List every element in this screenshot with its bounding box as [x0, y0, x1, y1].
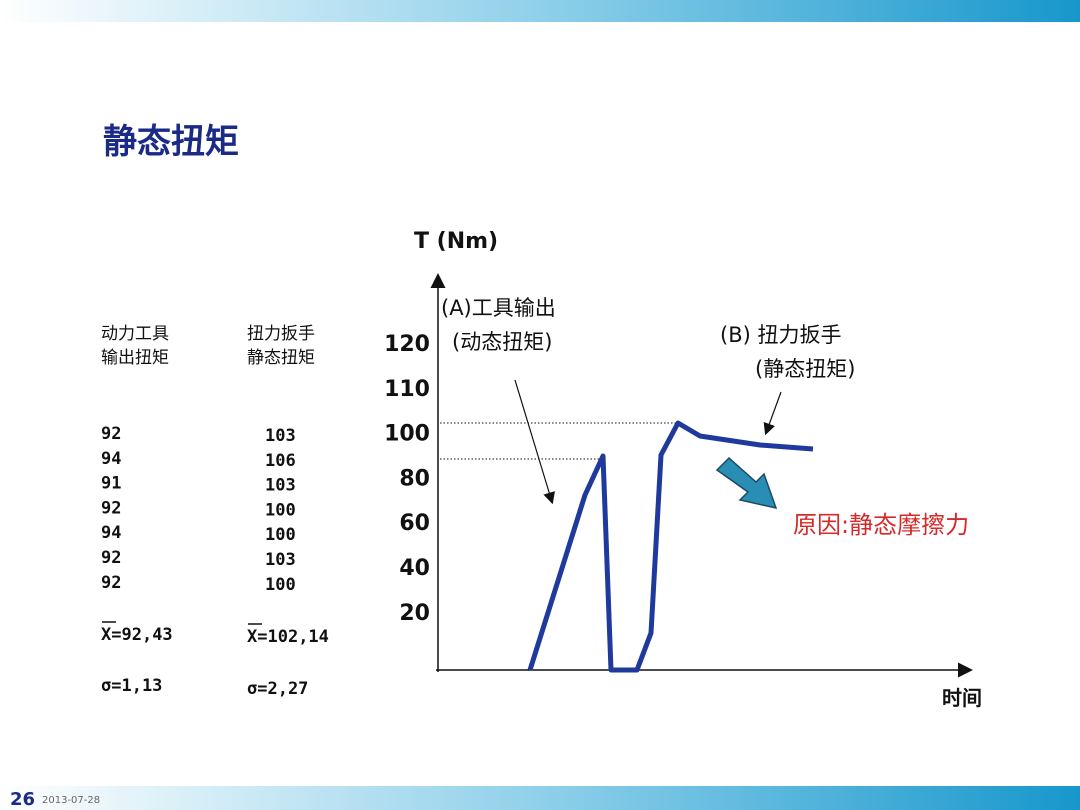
annotation: (A)工具输出 — [441, 296, 556, 320]
mean-value: =92,43 — [111, 625, 172, 645]
cell-value: 92 — [101, 424, 121, 444]
annotation: (B) 扭力扳手 — [720, 323, 841, 347]
bottom-band — [0, 786, 1080, 810]
top-band — [0, 0, 1080, 22]
mean-symbol: X — [247, 627, 258, 647]
annotation: (动态扭矩) — [452, 330, 552, 354]
y-axis-label: T (Nm) — [414, 229, 498, 254]
mean: X=92,43 — [101, 625, 173, 645]
column-header: 动力工具 — [101, 324, 169, 344]
cell-value: 100 — [265, 575, 296, 595]
column-header: 输出扭矩 — [101, 348, 169, 368]
cell-value: 100 — [265, 525, 296, 545]
cell-value: 94 — [101, 449, 121, 469]
y-tick-label: 40 — [399, 556, 430, 581]
pointer-arrow — [763, 391, 782, 436]
column-header: 静态扭矩 — [247, 348, 315, 368]
column-values: 92 94 91 92 94 92 92 — [101, 424, 121, 593]
cell-value: 103 — [265, 426, 296, 446]
mean-symbol: X — [101, 625, 112, 645]
cell-value: 106 — [265, 451, 296, 471]
slide-title: 静态扭矩 — [103, 122, 239, 162]
cell-value: 103 — [265, 476, 296, 496]
cause-text: 原因:静态摩擦力 — [793, 511, 969, 539]
sigma: σ=2,27 — [247, 679, 308, 699]
mean: X=102,14 — [247, 627, 329, 647]
annotation: (静态扭矩) — [755, 357, 855, 381]
y-tick-label: 80 — [399, 466, 430, 491]
torque-curve — [527, 420, 814, 673]
cell-value: 103 — [265, 550, 296, 570]
page-number: 26 — [10, 789, 35, 810]
mean-value: =102,14 — [257, 627, 329, 647]
x-axis-label: 时间 — [942, 686, 982, 710]
cell-value: 100 — [265, 500, 296, 520]
y-tick-label: 120 — [384, 332, 430, 357]
sigma: σ=1,13 — [101, 676, 162, 696]
y-tick-label: 20 — [399, 601, 430, 626]
cell-value: 94 — [101, 523, 121, 543]
y-tick-label: 110 — [384, 377, 430, 402]
y-tick-labels: 120 110 100 80 60 40 20 — [384, 332, 430, 626]
pointer-arrow — [514, 379, 555, 505]
y-tick-label: 60 — [399, 511, 430, 536]
cell-value: 92 — [101, 573, 121, 593]
column-header: 扭力扳手 — [247, 324, 315, 344]
cell-value: 92 — [101, 498, 121, 518]
cause-arrow — [715, 456, 778, 510]
cell-value: 91 — [101, 474, 121, 494]
column-values: 103 106 103 100 100 103 100 — [265, 426, 296, 595]
footer-date: 2013-07-28 — [42, 795, 100, 806]
y-tick-label: 100 — [384, 422, 430, 447]
cell-value: 92 — [101, 548, 121, 568]
